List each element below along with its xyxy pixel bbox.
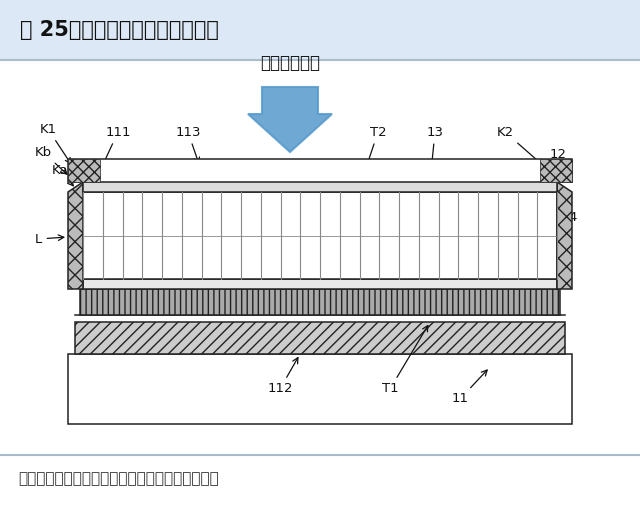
Polygon shape (248, 87, 332, 152)
Bar (68, 354, 572, 424)
Bar (80, 289, 560, 315)
Bar (83, 179, 557, 192)
Bar (83, 192, 557, 279)
Text: T1: T1 (381, 325, 428, 395)
Text: Kb: Kb (35, 146, 67, 174)
Bar (75, 322, 565, 354)
Text: K1: K1 (40, 123, 70, 164)
Polygon shape (68, 182, 83, 289)
Text: 12: 12 (550, 148, 570, 169)
Bar (68, 159, 572, 182)
Text: 图 25：小孔成像方案封装示意图: 图 25：小孔成像方案封装示意图 (20, 20, 219, 40)
Text: 11: 11 (451, 370, 487, 406)
Bar (68, 159, 100, 182)
Text: 13: 13 (426, 126, 444, 178)
Bar (540, 159, 572, 182)
Text: L: L (35, 233, 64, 245)
Bar (83, 279, 557, 289)
Polygon shape (557, 182, 572, 289)
Text: K2: K2 (497, 126, 559, 179)
Text: 112: 112 (268, 357, 298, 395)
Text: Ka: Ka (52, 163, 74, 186)
Text: 资料来源：晶方科技专利报告书，中信证券研究部: 资料来源：晶方科技专利报告书，中信证券研究部 (18, 472, 219, 487)
Text: 113: 113 (175, 126, 201, 163)
Text: 111: 111 (102, 126, 131, 167)
Text: 114: 114 (552, 210, 578, 290)
Bar (0, 0, 640, 60)
Text: T2: T2 (360, 126, 387, 182)
Text: 指纹反射光线: 指纹反射光线 (260, 54, 320, 72)
